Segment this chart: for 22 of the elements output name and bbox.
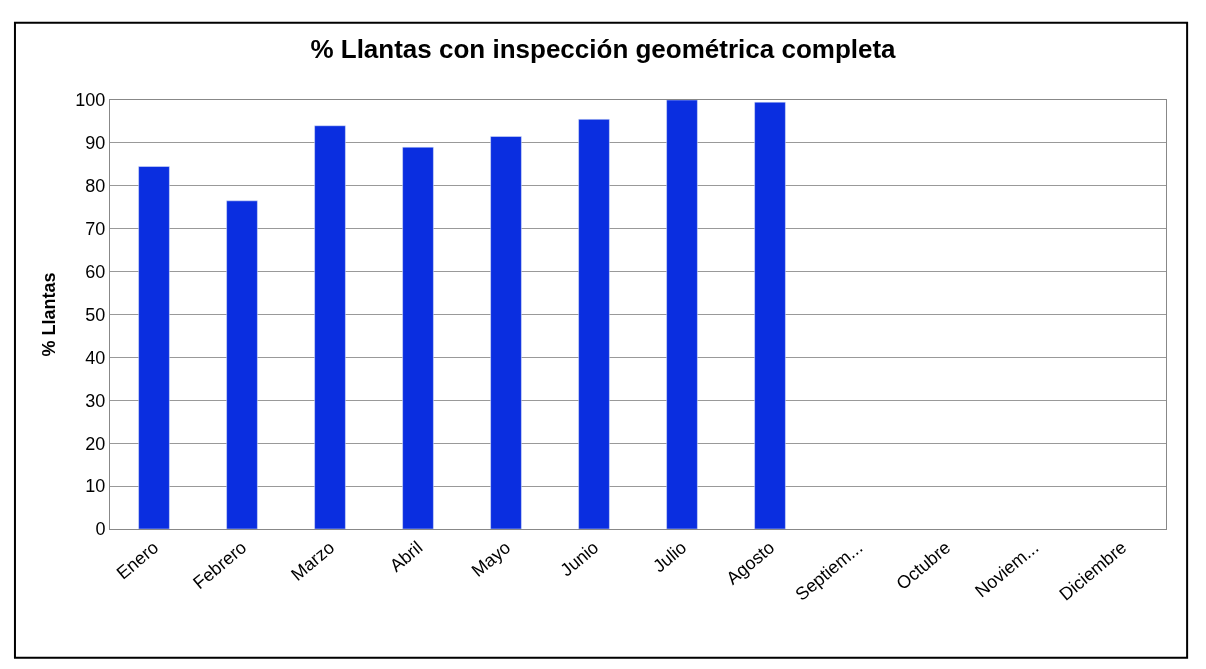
- y-tick-label: 90: [85, 133, 106, 154]
- bar: [666, 100, 698, 529]
- y-tick-label: 30: [85, 390, 106, 411]
- bar: [578, 119, 610, 529]
- bar: [490, 136, 522, 529]
- bar: [138, 166, 170, 529]
- y-tick-label: 0: [95, 519, 106, 540]
- y-tick-label: 100: [75, 90, 106, 111]
- bar: [226, 200, 258, 529]
- y-tick-label: 50: [85, 304, 106, 325]
- chart-title: % Llantas con inspección geométrica completa: [310, 34, 897, 65]
- bar: [754, 101, 786, 529]
- x-tick-label: Julio: [649, 537, 691, 577]
- y-tick-label: 60: [85, 261, 106, 282]
- y-tick-label: 70: [85, 219, 106, 239]
- y-tick-label: 10: [85, 476, 106, 497]
- y-tick-label: 20: [85, 433, 106, 454]
- y-tick-label: 40: [85, 347, 106, 368]
- y-tick-label: 80: [85, 176, 106, 197]
- y-axis-title: % Llantas: [38, 272, 59, 357]
- bar: [402, 146, 434, 529]
- bar: [314, 125, 346, 529]
